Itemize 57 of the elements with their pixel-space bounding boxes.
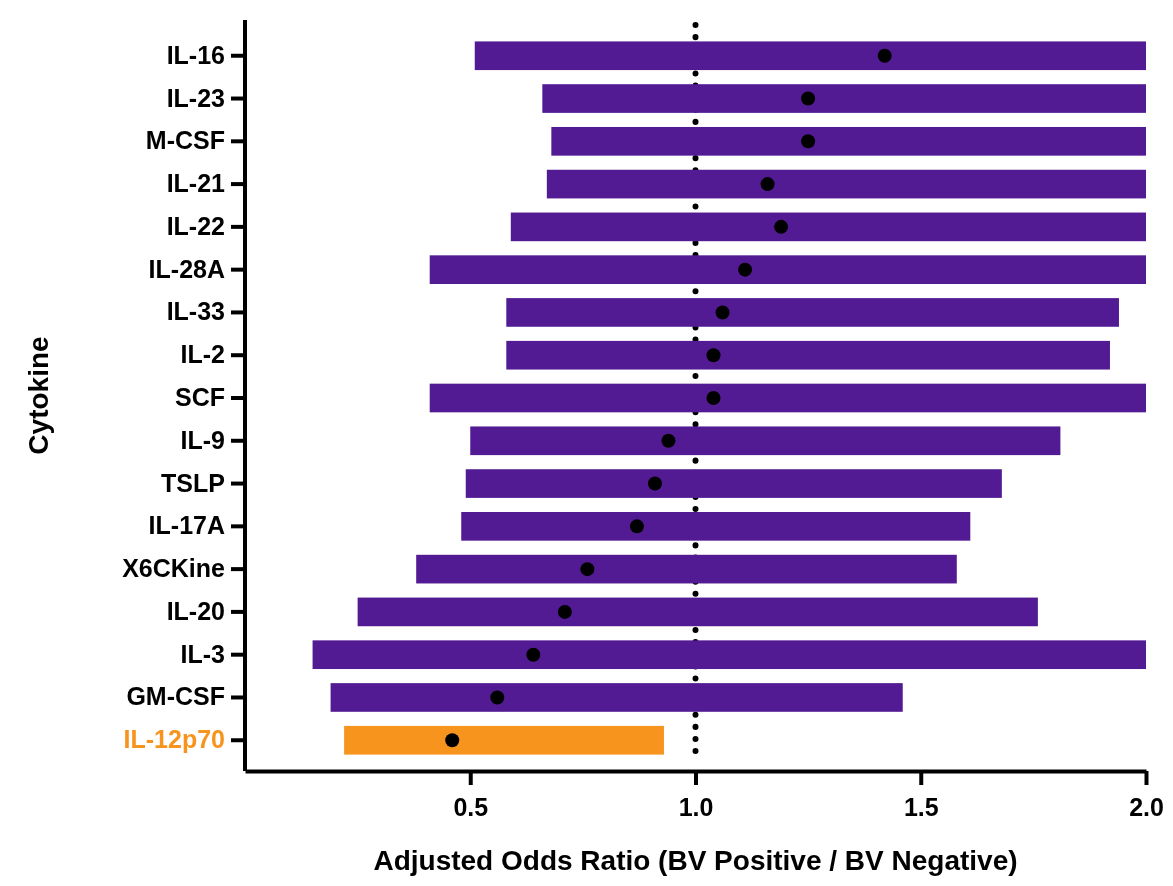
point [715,305,730,320]
y-tick-label: IL-28A [148,254,225,283]
point [445,733,460,748]
bar [429,383,1146,413]
y-tick-label: TSLP [161,468,225,497]
x-tick-label: 1.5 [903,792,939,821]
point [490,690,505,705]
point [629,519,644,534]
bar [546,169,1146,199]
y-tick-label: M-CSF [145,126,225,155]
bar [542,84,1146,113]
bar [344,725,664,755]
x-axis-title: Adjusted Odds Ratio (BV Positive / BV Negative) [373,845,1018,876]
point [557,604,572,619]
bar [357,597,1038,627]
point [706,391,721,405]
y-tick-label: IL-23 [166,83,225,112]
point [706,348,721,363]
bar [330,683,903,712]
bar [429,255,1146,284]
bar [506,298,1119,327]
point [877,48,892,63]
point [801,134,816,149]
bar [416,554,957,584]
y-tick-label: GM-CSF [126,682,225,711]
bar [465,469,1002,498]
point [774,219,789,234]
y-tick-label: IL-9 [180,425,225,454]
y-tick-label: IL-21 [166,169,226,198]
y-tick-label: SCF [175,383,225,411]
bar [312,640,1146,670]
point [580,562,595,577]
y-tick-label: X6CKine [122,554,226,583]
x-tick-label: 0.5 [453,792,489,821]
y-tick-label: IL-17A [148,511,225,540]
point [647,476,662,491]
bar [474,41,1146,71]
y-tick-label: IL-20 [166,596,225,625]
point [801,91,816,106]
point [526,647,541,662]
bar [510,212,1146,242]
y-tick-label: IL-22 [166,211,225,240]
bar [506,340,1110,370]
point [738,262,753,277]
point [661,433,676,448]
x-tick-label: 2.0 [1129,792,1164,821]
bar [470,426,1061,456]
bar [551,126,1146,156]
y-tick-label: IL-12p70 [123,725,225,754]
bar [461,512,971,541]
x-tick-label: 1.0 [678,792,714,821]
point [760,177,775,192]
y-tick-label: IL-16 [166,40,225,69]
y-axis-title: Cytokine [23,336,54,455]
y-tick-label: IL-33 [166,297,225,326]
y-tick-label: IL-2 [180,340,225,369]
y-tick-label: IL-3 [180,639,225,668]
